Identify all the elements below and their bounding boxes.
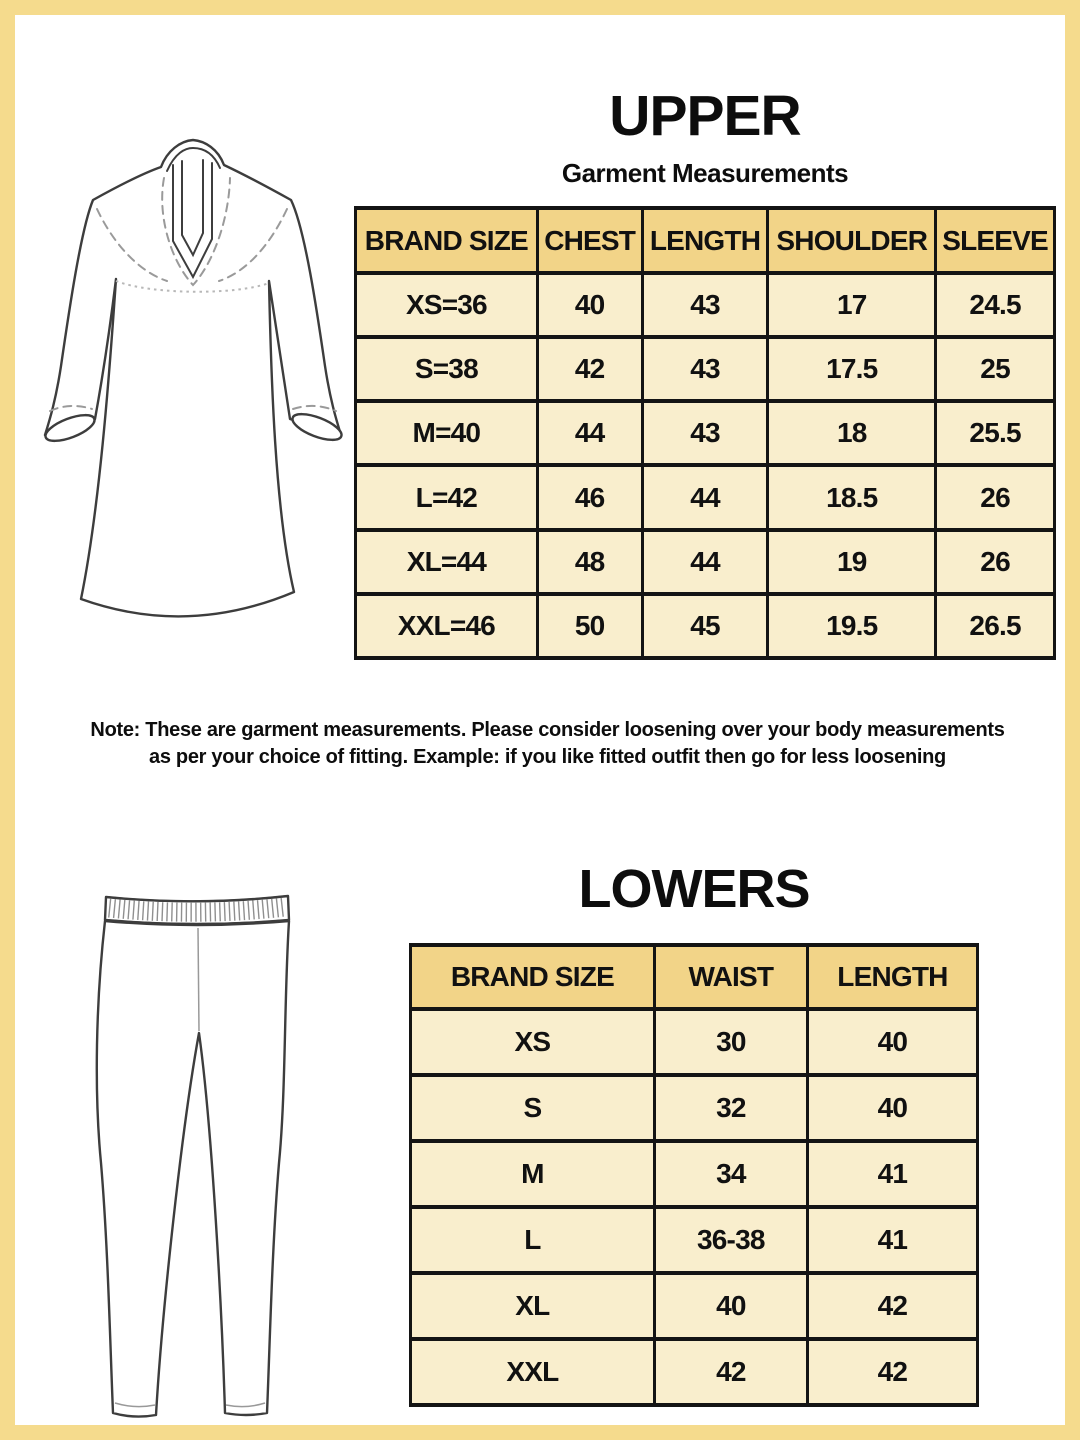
- table-header-row: BRAND SIZE CHEST LENGTH SHOULDER SLEEVE: [354, 206, 1056, 275]
- kurta-right-cuff: [291, 412, 343, 442]
- table-cell: 17: [766, 270, 938, 340]
- table-cell: XS=36: [354, 270, 539, 340]
- table-cell: 26.5: [934, 591, 1056, 661]
- upper-size-table: BRAND SIZE CHEST LENGTH SHOULDER SLEEVE …: [354, 206, 1056, 661]
- measurement-note: Note: These are garment measurements. Pl…: [60, 717, 1035, 771]
- table-row: M=40 44 43 18 25.5: [354, 399, 1056, 468]
- table-cell: 26: [934, 463, 1056, 532]
- table-cell: 25: [934, 335, 1056, 404]
- header-cell: BRAND SIZE: [354, 206, 539, 275]
- table-cell: 18.5: [766, 463, 938, 532]
- header-cell: BRAND SIZE: [409, 943, 656, 1011]
- table-cell: 44: [535, 399, 644, 468]
- table-cell: 48: [535, 527, 644, 596]
- table-cell: 43: [640, 399, 770, 468]
- table-cell: 42: [652, 1337, 809, 1407]
- table-cell: 41: [805, 1205, 980, 1275]
- table-row: M 34 41: [409, 1139, 980, 1209]
- table-cell: 45: [640, 591, 770, 661]
- table-cell: 40: [652, 1271, 809, 1341]
- table-cell: 44: [640, 463, 770, 532]
- table-row: XXL=46 50 45 19.5 26.5: [354, 591, 1056, 661]
- header-cell: LENGTH: [805, 943, 980, 1011]
- kurta-yoke-seam: [161, 177, 231, 287]
- kurta-illustration: [43, 138, 343, 618]
- table-cell: XXL=46: [354, 591, 539, 661]
- kurta-left-cuff: [44, 413, 96, 443]
- lowers-size-table: BRAND SIZE WAIST LENGTH XS 30 40 S 32 40…: [409, 943, 980, 1407]
- table-row: L 36-38 41: [409, 1205, 980, 1275]
- table-cell: XL: [409, 1271, 656, 1341]
- table-cell: 19: [766, 527, 938, 596]
- table-cell: 40: [805, 1073, 980, 1143]
- table-cell: 30: [652, 1007, 809, 1077]
- kurta-placket-inner: [181, 159, 204, 258]
- table-row: XS=36 40 43 17 24.5: [354, 270, 1056, 340]
- table-cell: 25.5: [934, 399, 1056, 468]
- kurta-body-outline: [43, 138, 343, 618]
- upper-section-subtitle: Garment Measurements: [561, 158, 849, 188]
- table-cell: 46: [535, 463, 644, 532]
- table-cell: XS: [409, 1007, 656, 1077]
- table-cell: 34: [652, 1139, 809, 1209]
- header-cell: WAIST: [652, 943, 809, 1011]
- table-cell: XXL: [409, 1337, 656, 1407]
- header-cell: SLEEVE: [934, 206, 1056, 275]
- note-line-2: as per your choice of fitting. Example: …: [149, 746, 946, 768]
- table-cell: 26: [934, 527, 1056, 596]
- table-cell: S=38: [354, 335, 539, 404]
- table-row: XXL 42 42: [409, 1337, 980, 1407]
- pants-legs-outline: [95, 919, 291, 1418]
- table-cell: M: [409, 1139, 656, 1209]
- pants-center-seam: [197, 927, 200, 1032]
- note-line-1: Note: These are garment measurements. Pl…: [90, 719, 1005, 741]
- table-cell: 17.5: [766, 335, 938, 404]
- kurta-placket-outer: [172, 162, 213, 280]
- table-row: XL=44 48 44 19 26: [354, 527, 1056, 596]
- header-cell: LENGTH: [640, 206, 770, 275]
- table-cell: 32: [652, 1073, 809, 1143]
- table-row: S=38 42 43 17.5 25: [354, 335, 1056, 404]
- table-cell: S: [409, 1073, 656, 1143]
- table-cell: M=40: [354, 399, 539, 468]
- table-cell: 42: [805, 1337, 980, 1407]
- table-cell: XL=44: [354, 527, 539, 596]
- header-cell: SHOULDER: [766, 206, 938, 275]
- table-cell: 40: [535, 270, 644, 340]
- table-row: S 32 40: [409, 1073, 980, 1143]
- pants-illustration: [95, 894, 291, 1418]
- lowers-section-title: LOWERS: [578, 859, 811, 919]
- table-cell: 36-38: [652, 1205, 809, 1275]
- table-cell: L: [409, 1205, 656, 1275]
- table-cell: 42: [535, 335, 644, 404]
- table-cell: 43: [640, 335, 770, 404]
- table-cell: 43: [640, 270, 770, 340]
- table-cell: 50: [535, 591, 644, 661]
- table-row: XS 30 40: [409, 1007, 980, 1077]
- table-cell: 19.5: [766, 591, 938, 661]
- kurta-collar: [166, 146, 221, 172]
- table-cell: L=42: [354, 463, 539, 532]
- table-cell: 41: [805, 1139, 980, 1209]
- table-cell: 40: [805, 1007, 980, 1077]
- table-cell: 24.5: [934, 270, 1056, 340]
- table-cell: 18: [766, 399, 938, 468]
- table-cell: 44: [640, 527, 770, 596]
- table-header-row: BRAND SIZE WAIST LENGTH: [409, 943, 980, 1011]
- table-cell: 42: [805, 1271, 980, 1341]
- kurta-chest-line: [115, 280, 270, 293]
- table-row: XL 40 42: [409, 1271, 980, 1341]
- upper-section-title: UPPER: [609, 84, 801, 148]
- header-cell: CHEST: [535, 206, 644, 275]
- table-row: L=42 46 44 18.5 26: [354, 463, 1056, 532]
